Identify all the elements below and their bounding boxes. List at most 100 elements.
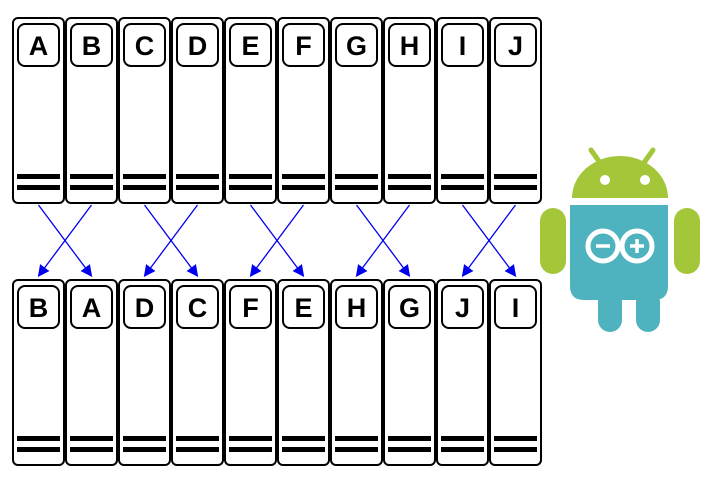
book: D xyxy=(118,279,171,466)
stripe xyxy=(123,447,166,452)
book: A xyxy=(12,17,65,204)
arrow xyxy=(143,204,199,277)
book-label: F xyxy=(242,293,259,323)
arrow xyxy=(37,204,93,277)
book: D xyxy=(171,17,224,204)
stripe xyxy=(335,436,378,441)
stripe xyxy=(123,185,166,190)
book-label: C xyxy=(135,31,155,61)
stripe xyxy=(388,174,431,179)
book: H xyxy=(330,279,383,466)
book-label: E xyxy=(294,293,312,323)
stripe xyxy=(494,174,537,179)
stripe xyxy=(388,185,431,190)
book: E xyxy=(224,17,277,204)
book-label: B xyxy=(29,293,49,323)
stripe xyxy=(229,436,272,441)
label-box xyxy=(17,23,60,67)
stripe xyxy=(494,447,537,452)
book-label: D xyxy=(135,293,155,323)
book: C xyxy=(118,17,171,204)
label-box xyxy=(17,285,60,329)
book-label: G xyxy=(399,293,420,323)
stripe xyxy=(229,174,272,179)
label-box xyxy=(388,285,431,329)
arrows xyxy=(37,204,517,277)
stripe xyxy=(335,185,378,190)
label-box xyxy=(229,23,272,67)
label-box xyxy=(494,285,537,329)
label-box xyxy=(441,23,484,67)
book-label: H xyxy=(400,31,420,61)
stripe xyxy=(17,174,60,179)
label-box xyxy=(176,23,219,67)
book: C xyxy=(171,279,224,466)
stripe xyxy=(494,185,537,190)
book: F xyxy=(224,279,277,466)
book: H xyxy=(383,17,436,204)
book-label: I xyxy=(459,31,467,61)
stripe xyxy=(70,174,113,179)
label-box xyxy=(282,23,325,67)
arrow xyxy=(461,204,517,277)
stripe xyxy=(441,436,484,441)
label-box xyxy=(70,23,113,67)
stripe xyxy=(17,185,60,190)
stripe xyxy=(494,436,537,441)
stripe xyxy=(441,447,484,452)
stripe xyxy=(388,436,431,441)
label-box xyxy=(70,285,113,329)
book-label: D xyxy=(188,31,208,61)
stripe xyxy=(17,447,60,452)
book: J xyxy=(436,279,489,466)
stripe xyxy=(176,447,219,452)
arrow xyxy=(355,204,411,277)
label-box xyxy=(123,23,166,67)
book-label: F xyxy=(295,31,312,61)
label-box xyxy=(441,285,484,329)
stripe xyxy=(282,174,325,179)
stripe xyxy=(70,447,113,452)
stripe xyxy=(123,436,166,441)
stripe xyxy=(282,436,325,441)
stripe xyxy=(282,185,325,190)
books: A B C D E F G H I J B A D C F E H G J I xyxy=(12,17,542,466)
book-label: H xyxy=(347,293,367,323)
book-label: I xyxy=(512,293,520,323)
book: I xyxy=(436,17,489,204)
label-box xyxy=(335,285,378,329)
label-box xyxy=(282,285,325,329)
book-label: G xyxy=(346,31,367,61)
stripe xyxy=(441,185,484,190)
book: I xyxy=(489,279,542,466)
stripe xyxy=(335,174,378,179)
stripe xyxy=(441,174,484,179)
book: B xyxy=(65,17,118,204)
stripe xyxy=(229,185,272,190)
stripe xyxy=(388,447,431,452)
label-box xyxy=(494,23,537,67)
book-label: J xyxy=(455,293,470,323)
book: G xyxy=(330,17,383,204)
book-label: J xyxy=(508,31,523,61)
stripe xyxy=(176,436,219,441)
book: E xyxy=(277,279,330,466)
stripe xyxy=(176,185,219,190)
stripe xyxy=(282,447,325,452)
stripe xyxy=(176,174,219,179)
stripe xyxy=(123,174,166,179)
stripe xyxy=(335,447,378,452)
book: J xyxy=(489,17,542,204)
arrow xyxy=(249,204,305,277)
stripe xyxy=(229,447,272,452)
label-box xyxy=(335,23,378,67)
book-label: A xyxy=(82,293,102,323)
stripe xyxy=(70,185,113,190)
label-box xyxy=(123,285,166,329)
book-label: E xyxy=(241,31,259,61)
book-label: C xyxy=(188,293,208,323)
label-box xyxy=(176,285,219,329)
book: B xyxy=(12,279,65,466)
book-label: A xyxy=(29,31,49,61)
